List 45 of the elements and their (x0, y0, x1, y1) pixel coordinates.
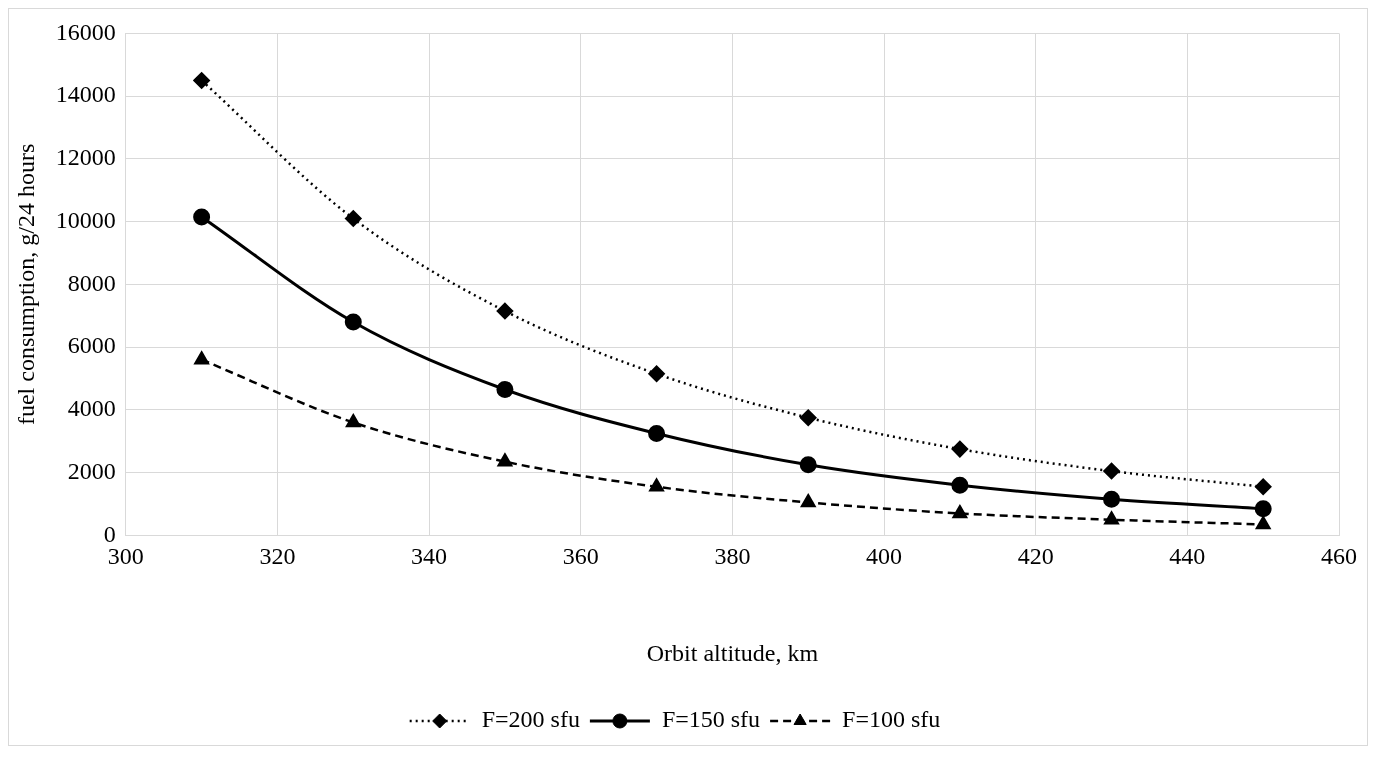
y-tick-label: 14000 (55, 81, 116, 108)
x-tick-label: 380 (714, 543, 751, 570)
point (497, 453, 513, 467)
y-tick-label: 16000 (55, 18, 116, 45)
y-tick-label: 8000 (67, 269, 116, 296)
point (1103, 462, 1120, 480)
point (649, 478, 664, 492)
legend-label: F=100 sfu (842, 706, 941, 733)
point (1255, 516, 1271, 530)
x-tick-label: 320 (259, 543, 296, 570)
x-axis-title: Orbit altitude, km (646, 639, 819, 666)
point (799, 456, 817, 474)
point (648, 424, 666, 442)
y-tick-label: 12000 (55, 144, 116, 171)
point (952, 505, 968, 519)
point (496, 381, 514, 399)
point (951, 440, 969, 458)
point (1254, 478, 1272, 496)
legend-label: F=200 sfu (481, 706, 580, 733)
y-tick-label: 10000 (55, 206, 116, 233)
x-tick-label: 440 (1169, 543, 1206, 570)
point (800, 494, 816, 508)
point (193, 208, 211, 226)
point (1104, 511, 1119, 525)
x-tick-label: 400 (866, 543, 903, 570)
point (344, 313, 362, 331)
point (193, 72, 210, 89)
point (345, 414, 361, 428)
point (345, 210, 362, 227)
y-tick-label: 2000 (67, 457, 116, 484)
point (951, 476, 969, 494)
x-tick-label: 420 (1017, 543, 1054, 570)
y-tick-label: 6000 (67, 332, 116, 359)
x-tick-label: 340 (411, 543, 448, 570)
legend-label: F=150 sfu (661, 706, 761, 733)
x-tick-label: 460 (1321, 543, 1357, 570)
y-axis-title: fuel consumption, g/24 hours (12, 143, 39, 426)
point (1103, 490, 1121, 508)
x-tick-label: 360 (562, 543, 599, 570)
point (1254, 500, 1272, 518)
point (648, 365, 665, 383)
y-tick-label: 4000 (67, 395, 116, 422)
point (496, 302, 514, 320)
point (799, 409, 817, 426)
point (194, 351, 209, 365)
